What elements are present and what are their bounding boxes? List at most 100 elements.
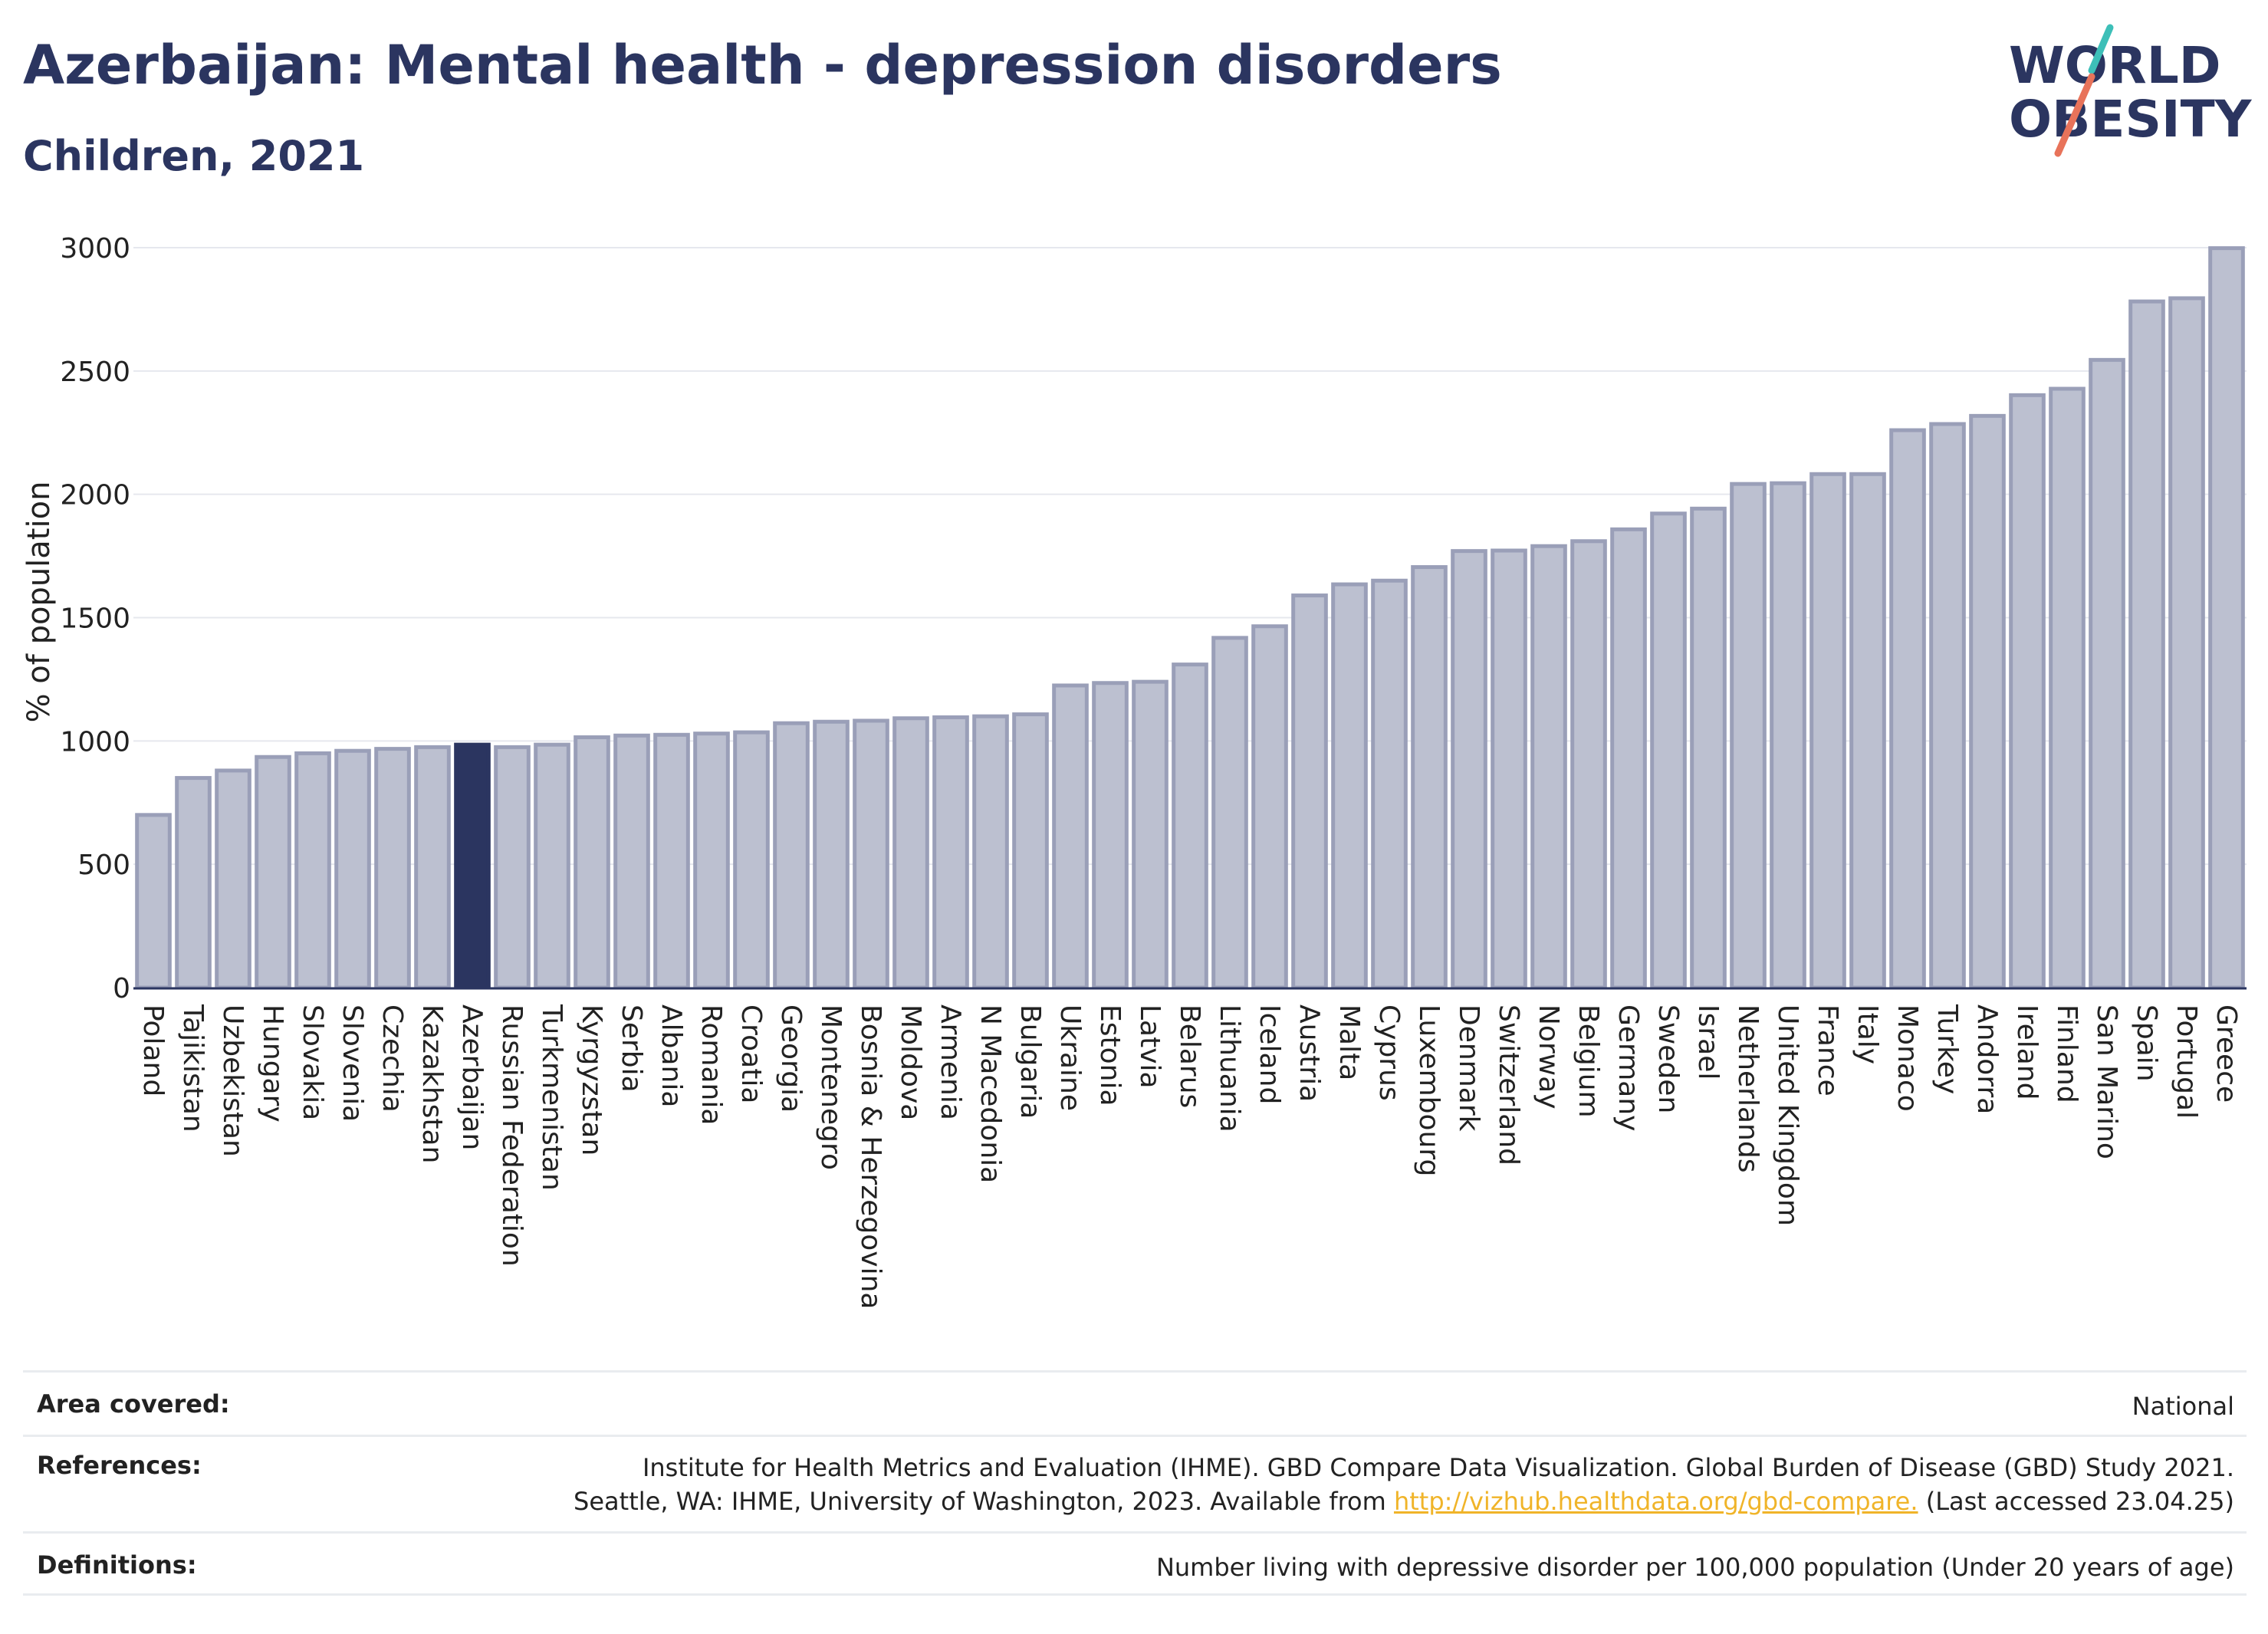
bar-sweden: [1650, 511, 1687, 990]
x-tick-label: Azerbaijan: [456, 1004, 488, 1150]
bar-montenegro: [813, 719, 850, 990]
x-tick-label: Austria: [1293, 1004, 1325, 1102]
bar-italy: [1849, 472, 1886, 990]
x-tick-label: Bulgaria: [1014, 1004, 1046, 1119]
bar-france: [1809, 472, 1846, 990]
bar-united-kingdom: [1770, 481, 1806, 990]
x-tick-label: Kyrgyzstan: [576, 1004, 607, 1156]
x-tick-label: Estonia: [1094, 1004, 1126, 1106]
x-tick-label: Montenegro: [815, 1004, 846, 1170]
bar-malta: [1331, 582, 1368, 990]
y-tick-labels: 0 500 1000 1500 2000 2500 3000: [60, 233, 130, 1004]
y-tick-label: 0: [113, 973, 130, 1004]
x-tick-label: Kazakhstan: [416, 1004, 448, 1163]
x-tick-label: Portugal: [2171, 1004, 2202, 1119]
bar-iceland: [1251, 624, 1288, 990]
bar-belarus: [1172, 662, 1208, 990]
bar-poland: [135, 813, 172, 990]
bar-lithuania: [1211, 636, 1248, 990]
reference-link[interactable]: http://vizhub.healthdata.org/gbd-compare…: [1393, 1487, 1918, 1516]
bar-finland: [2049, 386, 2086, 990]
meta-label-definitions: Definitions:: [37, 1550, 197, 1580]
x-tick-label: Denmark: [1453, 1004, 1484, 1132]
meta-value-area: National: [2132, 1392, 2234, 1421]
bar-bosnia-herzegovina: [853, 718, 889, 990]
bar-slovenia: [334, 748, 371, 990]
y-tick-label: 2500: [60, 357, 130, 388]
meta-label-references: References:: [37, 1451, 202, 1480]
x-tick-label: Switzerland: [1493, 1004, 1524, 1165]
x-tick-label: United Kingdom: [1772, 1004, 1803, 1226]
bar-uzbekistan: [215, 768, 251, 990]
x-tick-labels: Poland Tajikistan Uzbekistan Hungary Slovaki…: [137, 1004, 2242, 1309]
bar-ireland: [2009, 393, 2046, 990]
x-tick-label: Croatia: [735, 1004, 767, 1103]
x-tick-label: Latvia: [1134, 1004, 1165, 1089]
x-tick-label: Monaco: [1892, 1004, 1923, 1112]
bar-latvia: [1132, 679, 1169, 990]
bar-estonia: [1092, 681, 1129, 990]
metadata-table: Area covered: National References: Insti…: [23, 1370, 2247, 1596]
bar-spain: [2128, 299, 2165, 990]
meta-row-definitions: Definitions: Number living with depressi…: [23, 1531, 2247, 1596]
x-tick-label: Turkmenistan: [536, 1004, 567, 1191]
x-tick-label: Ireland: [2011, 1004, 2043, 1100]
world-obesity-logo: WORLD OBESITY: [2009, 24, 2253, 157]
bar-ukraine: [1052, 683, 1089, 990]
bar-slovakia: [294, 751, 331, 990]
bar-san-marino: [2089, 357, 2125, 990]
logo-slash-teal: [2088, 24, 2114, 74]
x-tick-label: Albania: [656, 1004, 687, 1107]
bar-austria: [1291, 593, 1328, 990]
meta-value-references: Institute for Health Metrics and Evaluat…: [574, 1451, 2247, 1518]
x-tick-label: Luxembourg: [1413, 1004, 1445, 1176]
reference-line-2-pre: Seattle, WA: IHME, University of Washing…: [574, 1487, 1394, 1516]
bar-monaco: [1889, 428, 1926, 990]
x-tick-label: Bosnia & Herzegovina: [855, 1004, 886, 1309]
x-tick-label: Romania: [695, 1004, 727, 1125]
reference-line-2-post: (Last accessed 23.04.25): [1918, 1487, 2234, 1516]
x-tick-label: Slovenia: [337, 1004, 368, 1122]
bar-netherlands: [1730, 482, 1767, 990]
x-tick-label: Cyprus: [1373, 1004, 1405, 1101]
bar-russian-federation: [494, 745, 531, 990]
bar-croatia: [733, 730, 770, 990]
x-tick-label: Belgium: [1573, 1004, 1604, 1118]
x-tick-label: Italy: [1852, 1004, 1883, 1064]
x-tick-label: Turkey: [1931, 1004, 1963, 1094]
y-tick-label: 500: [77, 850, 130, 881]
y-tick-label: 3000: [60, 233, 130, 265]
x-tick-label: Czechia: [376, 1004, 408, 1113]
x-tick-label: Hungary: [257, 1004, 288, 1123]
meta-value-definitions: Number living with depressive disorder p…: [1155, 1553, 2234, 1582]
bar-greece: [2208, 246, 2245, 990]
x-tick-label: Malta: [1333, 1004, 1365, 1080]
bar-hungary: [255, 755, 291, 990]
bar-switzerland: [1491, 548, 1527, 990]
bar-romania: [693, 732, 730, 990]
x-tick-label: Serbia: [616, 1004, 647, 1093]
bar-belgium: [1570, 539, 1607, 990]
bar-czechia: [374, 747, 411, 990]
bar-albania: [653, 732, 690, 990]
bar-kazakhstan: [414, 745, 451, 990]
bar-moldova: [892, 716, 929, 990]
bar-denmark: [1451, 549, 1487, 990]
x-tick-label: Slovakia: [297, 1004, 328, 1120]
bar-azerbaijan: [454, 742, 491, 990]
meta-label-area: Area covered:: [37, 1389, 230, 1419]
y-axis-label: % of population: [21, 482, 57, 723]
x-tick-label: Russian Federation: [496, 1004, 528, 1267]
x-tick-label: Andorra: [1971, 1004, 2003, 1114]
x-tick-label: N Macedonia: [975, 1004, 1006, 1183]
x-tick-label: France: [1812, 1004, 1843, 1096]
x-tick-label: Poland: [137, 1004, 169, 1096]
bar-turkey: [1929, 422, 1966, 990]
bar-portugal: [2168, 296, 2205, 990]
x-tick-label: Finland: [2051, 1004, 2082, 1103]
x-tick-label: San Marino: [2091, 1004, 2122, 1159]
y-tick-label: 1500: [60, 603, 130, 635]
meta-row-area: Area covered: National: [23, 1370, 2247, 1435]
x-tick-label: Uzbekistan: [217, 1004, 248, 1157]
x-tick-label: Iceland: [1254, 1004, 1285, 1104]
